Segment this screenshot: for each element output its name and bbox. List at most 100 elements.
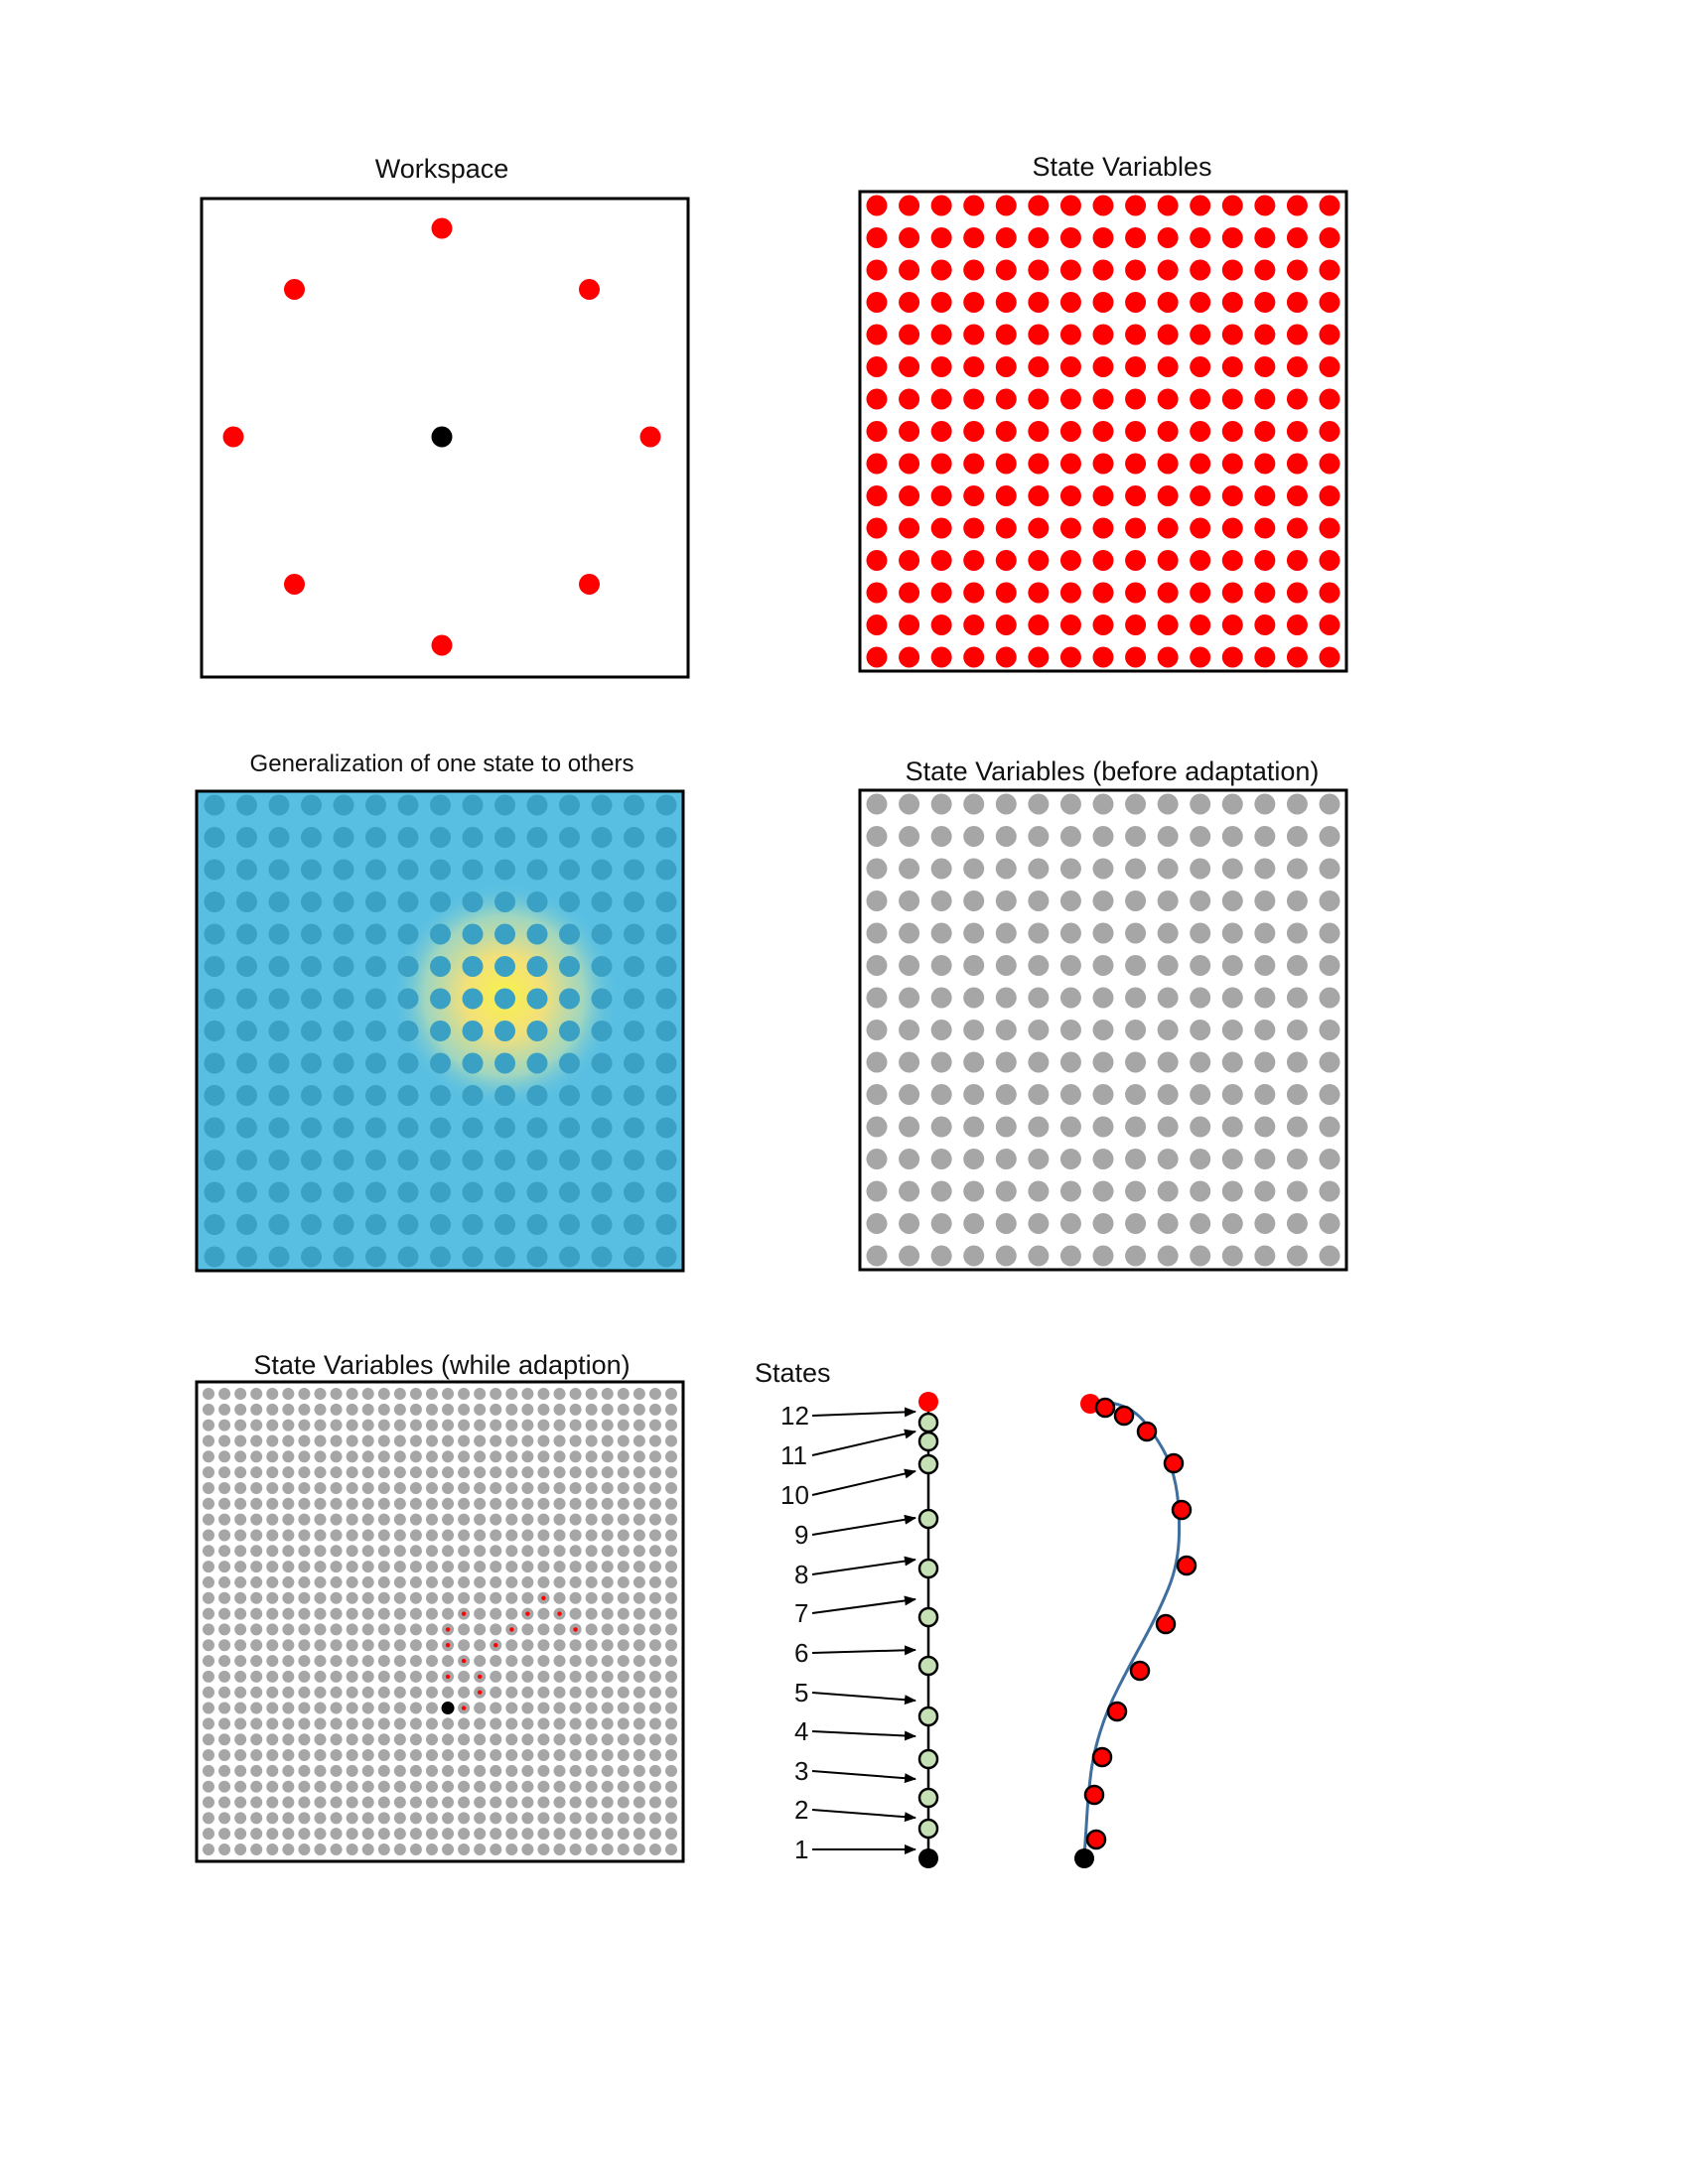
adaptation-grid-dot — [585, 1749, 598, 1762]
adaptation-grid-dot — [282, 1513, 295, 1526]
generalization-dot — [526, 1085, 548, 1106]
state-variable-dot — [1286, 195, 1308, 216]
adaptation-grid-dot — [330, 1450, 343, 1463]
generalization-dot — [462, 1246, 484, 1268]
adaptation-grid-dot — [346, 1481, 358, 1494]
adaptation-grid-dot — [377, 1466, 390, 1479]
adaptation-grid-dot — [537, 1655, 550, 1668]
adaptation-grid-dot — [617, 1702, 630, 1714]
adaptation-grid-dot — [218, 1419, 231, 1432]
while-adaption-frame — [195, 1380, 685, 1863]
adaptation-grid-dot — [346, 1828, 358, 1841]
adaptation-grid-dot — [361, 1796, 374, 1809]
adaptation-grid-dot — [346, 1749, 358, 1762]
adaptation-grid-dot — [474, 1639, 487, 1652]
adaptation-grid-dot — [617, 1717, 630, 1730]
adaptation-grid-dot — [393, 1796, 406, 1809]
state-variable-dot — [1059, 356, 1081, 377]
state-variable-dot — [1190, 453, 1211, 475]
adaptation-grid-dot — [458, 1481, 471, 1494]
state-variable-dot — [899, 259, 920, 281]
adaptation-grid-dot — [442, 1434, 455, 1447]
generalization-dot — [624, 988, 644, 1010]
adaptation-grid-dot — [505, 1529, 518, 1542]
adaptation-grid-dot — [425, 1733, 438, 1746]
generalization-dot — [333, 923, 354, 945]
adaptation-grid-dot — [266, 1513, 279, 1526]
adaptation-grid-dot — [553, 1780, 566, 1793]
adaptation-grid-dot — [266, 1481, 279, 1494]
before-adaptation-dot — [1157, 793, 1179, 815]
state-variable-dot — [930, 646, 952, 668]
adaptation-grid-dot — [601, 1733, 614, 1746]
before-adaptation-dot — [1157, 1245, 1179, 1267]
workspace-dots — [222, 217, 661, 656]
before-adaptation-dot — [930, 890, 952, 911]
adaptation-grid-dot — [601, 1749, 614, 1762]
adaptation-grid-dot — [474, 1843, 487, 1855]
adaptation-grid-dot — [553, 1733, 566, 1746]
adaptation-grid-dot — [234, 1749, 247, 1762]
adaptation-grid-dot — [346, 1686, 358, 1699]
before-adaptation-dot — [1092, 1116, 1114, 1138]
adaptation-grid-dot — [505, 1796, 518, 1809]
generalization-dot — [655, 988, 677, 1010]
generalization-dot — [655, 1117, 677, 1139]
generalization-dot — [462, 1021, 484, 1041]
adaptation-grid-dot — [601, 1403, 614, 1416]
adaptation-grid-dot — [617, 1686, 630, 1699]
generalization-dot — [365, 1181, 386, 1203]
state-arrow — [811, 1692, 916, 1706]
state-variable-dot — [1059, 195, 1081, 216]
before-adaptation-dot — [1059, 1116, 1081, 1138]
adaptation-grid-dot — [442, 1466, 455, 1479]
generalization-dot — [301, 1150, 322, 1170]
before-adaptation-dot — [1028, 826, 1050, 847]
adaptation-grid-dot — [458, 1733, 471, 1746]
adaptation-grid-dot — [330, 1623, 343, 1636]
adaptation-grid-dot — [490, 1733, 502, 1746]
adaptation-grid-dot — [442, 1749, 455, 1762]
state-variable-dot — [1125, 550, 1147, 571]
adaptation-grid-dot — [361, 1481, 374, 1494]
adaptation-grid-dot — [537, 1717, 550, 1730]
generalization-dot — [301, 988, 322, 1010]
adaptation-grid-dot — [346, 1434, 358, 1447]
state-variable-dot — [930, 517, 952, 539]
adaptation-grid-dot — [601, 1481, 614, 1494]
state-arrow — [811, 1514, 916, 1536]
generalization-dot — [397, 859, 419, 881]
before-adaptation-dot — [995, 922, 1017, 944]
adaptation-grid-dot — [282, 1812, 295, 1825]
before-adaptation-dot — [1125, 890, 1147, 911]
adaptation-red-mark — [477, 1690, 483, 1695]
adaptation-grid-dot — [266, 1529, 279, 1542]
adaptation-grid-dot — [617, 1749, 630, 1762]
before-adaptation-dot — [866, 1020, 888, 1040]
before-adaptation-dot — [866, 1051, 888, 1073]
adaptation-grid-dot — [425, 1466, 438, 1479]
adaptation-grid-dot — [203, 1403, 214, 1416]
state-variable-dot — [995, 550, 1017, 571]
adaptation-grid-dot — [393, 1843, 406, 1855]
adaptation-grid-dot — [393, 1529, 406, 1542]
adaptation-grid-dot — [665, 1419, 677, 1432]
adaptation-grid-dot — [521, 1749, 534, 1762]
adaptation-grid-dot — [425, 1623, 438, 1636]
before-adaptation-dot — [930, 955, 952, 976]
generalization-dot — [655, 1052, 677, 1074]
adaptation-grid-dot — [585, 1575, 598, 1588]
adaptation-grid-dot — [409, 1623, 422, 1636]
adaptation-grid-dot — [633, 1812, 645, 1825]
state-number-label: 1 — [794, 1835, 808, 1864]
adaptation-grid-dot — [314, 1670, 327, 1683]
state-variable-dot — [1092, 324, 1114, 345]
adaptation-grid-dot — [601, 1497, 614, 1510]
adaptation-grid-dot — [633, 1686, 645, 1699]
adaptation-grid-dot — [585, 1607, 598, 1620]
adaptation-grid-dot — [203, 1561, 214, 1573]
adaptation-grid-dot — [648, 1481, 661, 1494]
adaptation-grid-dot — [553, 1655, 566, 1668]
generalization-dot — [494, 891, 515, 912]
adaptation-grid-dot — [266, 1843, 279, 1855]
